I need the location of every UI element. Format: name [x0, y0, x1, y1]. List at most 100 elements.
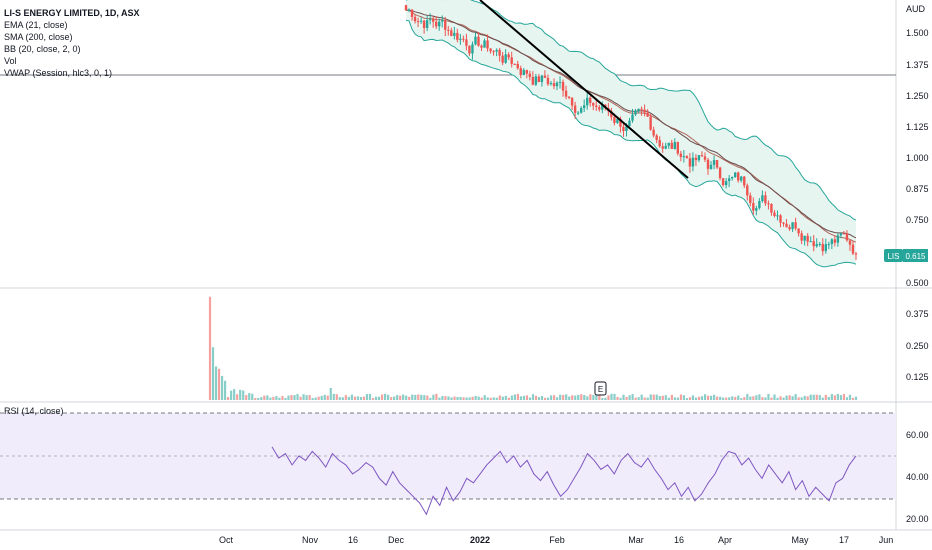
candle[interactable] [438, 18, 441, 31]
volume-bar[interactable] [393, 396, 396, 400]
candle[interactable] [697, 155, 701, 163]
volume-bar[interactable] [761, 397, 764, 400]
volume-bar[interactable] [553, 395, 556, 400]
volume-bar[interactable] [423, 395, 426, 400]
candle[interactable] [610, 107, 613, 121]
volume-bar[interactable] [516, 393, 520, 400]
volume-bar[interactable] [703, 394, 707, 400]
candle[interactable] [673, 138, 676, 150]
volume-bar[interactable] [607, 395, 610, 400]
volume-bar[interactable] [537, 397, 541, 400]
candle[interactable] [634, 109, 637, 117]
volume-bar[interactable] [217, 368, 221, 400]
volume-bar[interactable] [314, 397, 317, 400]
candle[interactable] [431, 16, 435, 28]
volume-bar[interactable] [697, 396, 701, 400]
candle[interactable] [622, 122, 625, 137]
volume-bar[interactable] [592, 394, 595, 400]
candle[interactable] [752, 197, 755, 215]
volume-bar[interactable] [242, 390, 245, 400]
volume-bar[interactable] [468, 397, 471, 400]
volume-bar[interactable] [706, 395, 710, 400]
candle[interactable] [513, 63, 516, 66]
volume-bar[interactable] [257, 397, 260, 400]
candle[interactable] [495, 48, 498, 57]
volume-bar[interactable] [734, 396, 737, 400]
volume-bar[interactable] [486, 397, 489, 400]
candle[interactable] [800, 230, 803, 245]
candle[interactable] [552, 78, 556, 90]
volume-bar[interactable] [441, 396, 444, 400]
candle[interactable] [555, 81, 559, 91]
volume-bar[interactable] [637, 397, 640, 400]
trendline[interactable] [479, 0, 689, 179]
volume-bar[interactable] [260, 397, 263, 400]
volume-bar[interactable] [577, 394, 580, 400]
volume-bar[interactable] [214, 366, 218, 400]
volume-bar[interactable] [390, 397, 393, 400]
volume-bar[interactable] [785, 395, 788, 400]
candle[interactable] [531, 71, 535, 86]
candle[interactable] [570, 97, 574, 111]
candle[interactable] [453, 26, 456, 40]
candle[interactable] [546, 74, 550, 86]
candle[interactable] [450, 27, 453, 37]
candle[interactable] [598, 104, 601, 112]
candle[interactable] [770, 203, 773, 216]
volume-bar[interactable] [643, 397, 646, 400]
volume-bar[interactable] [483, 395, 486, 400]
candle[interactable] [652, 126, 655, 138]
candle[interactable] [616, 118, 619, 124]
candle[interactable] [419, 17, 423, 25]
candle[interactable] [441, 15, 444, 28]
volume-bar[interactable] [236, 394, 239, 400]
volume-bar[interactable] [731, 396, 734, 400]
volume-bar[interactable] [444, 396, 447, 400]
volume-bar[interactable] [625, 396, 628, 400]
volume-bar[interactable] [453, 396, 456, 400]
volume-bar[interactable] [610, 393, 613, 400]
candle[interactable] [525, 69, 529, 79]
candle[interactable] [743, 176, 746, 189]
earnings-marker-box[interactable] [594, 381, 607, 396]
candle[interactable] [842, 230, 846, 235]
candle[interactable] [709, 161, 713, 170]
candle[interactable] [465, 33, 468, 51]
candle[interactable] [661, 142, 664, 153]
volume-bar[interactable] [263, 395, 266, 400]
candle[interactable] [471, 41, 474, 60]
volume-bar[interactable] [764, 397, 767, 400]
volume-bar[interactable] [833, 395, 836, 400]
volume-bar[interactable] [383, 393, 387, 400]
volume-bar[interactable] [272, 396, 275, 400]
volume-bar[interactable] [498, 395, 501, 400]
volume-bar[interactable] [471, 396, 474, 400]
candle[interactable] [676, 141, 680, 156]
volume-bar[interactable] [758, 394, 761, 400]
volume-bar[interactable] [797, 397, 800, 400]
volume-bar[interactable] [208, 296, 212, 400]
volume-bar[interactable] [507, 397, 510, 400]
volume-bar[interactable] [818, 395, 821, 400]
candle[interactable] [579, 106, 583, 114]
volume-bar[interactable] [725, 397, 728, 400]
volume-bar[interactable] [719, 396, 722, 400]
volume-bar[interactable] [266, 395, 269, 400]
volume-bar[interactable] [679, 394, 683, 400]
volume-bar[interactable] [556, 397, 559, 400]
volume-bar[interactable] [649, 394, 652, 400]
indicator-ema[interactable]: EMA (21, close) [4, 20, 68, 30]
volume-bar[interactable] [399, 395, 402, 400]
earnings-marker-label[interactable]: E [598, 385, 603, 394]
volume-bar[interactable] [755, 395, 758, 400]
volume-bar[interactable] [568, 396, 571, 400]
volume-bar[interactable] [377, 396, 381, 400]
volume-bar[interactable] [359, 397, 363, 400]
candle[interactable] [534, 73, 538, 87]
volume-bar[interactable] [655, 394, 658, 400]
candle[interactable] [818, 241, 821, 247]
volume-bar[interactable] [694, 397, 698, 400]
volume-bar[interactable] [767, 393, 770, 400]
candle[interactable] [428, 13, 432, 25]
